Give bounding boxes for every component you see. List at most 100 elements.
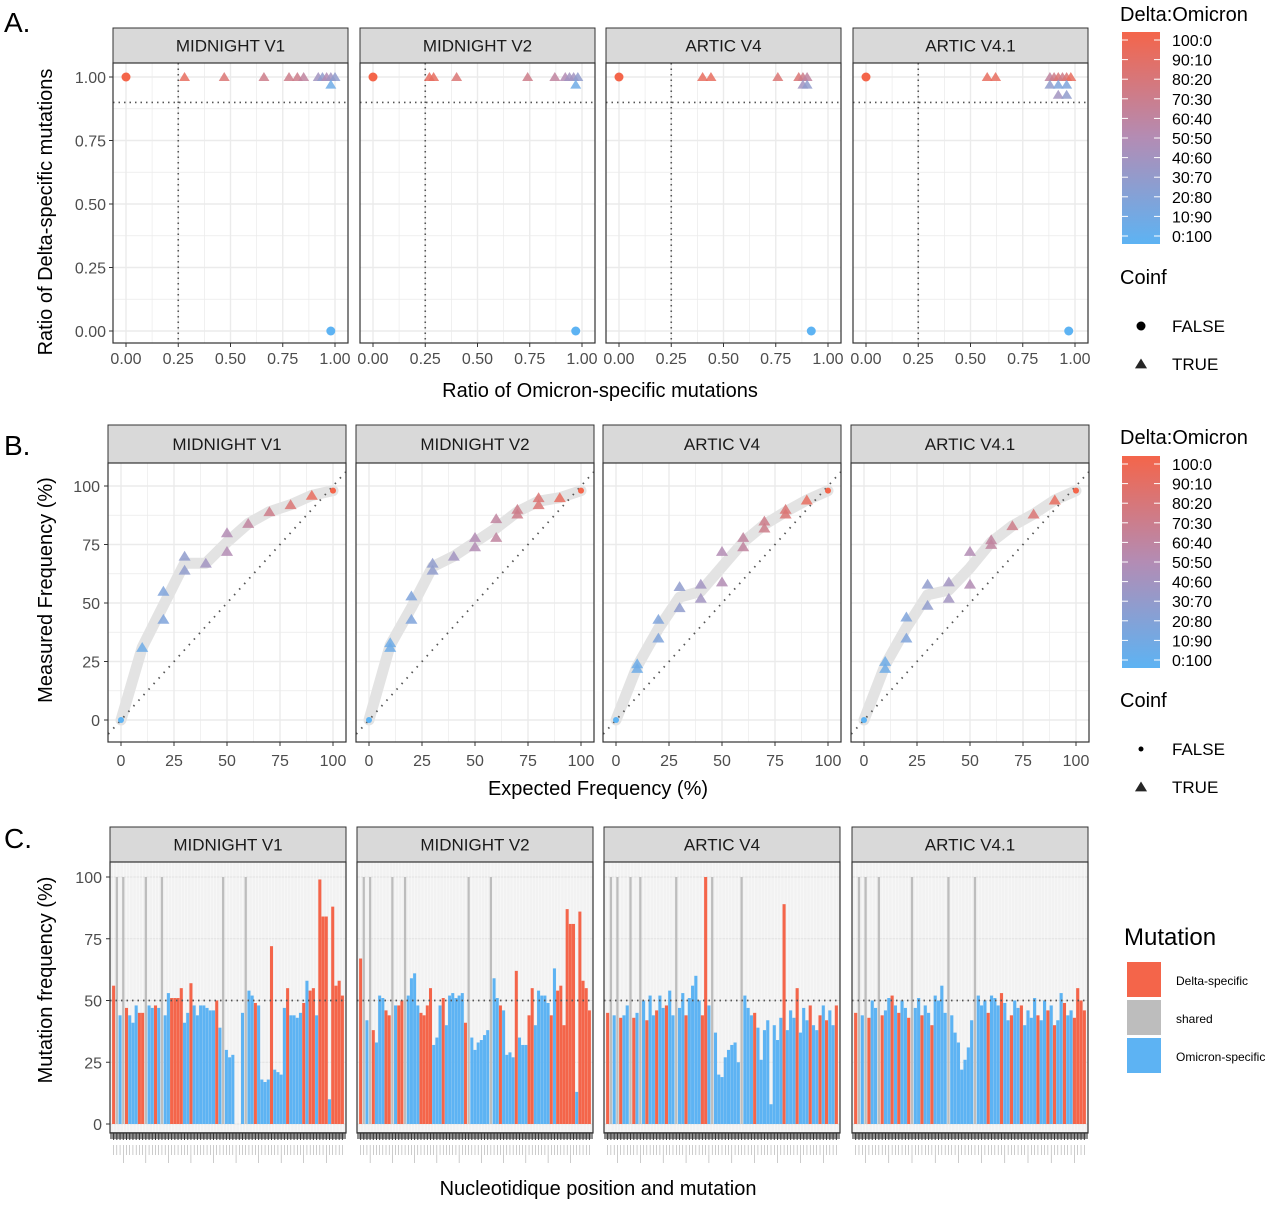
- y-tick-label: 0.00: [75, 324, 106, 341]
- colorbar-label: 50:50: [1172, 555, 1212, 572]
- data-point-triangle: [199, 557, 212, 568]
- data-point-triangle: [772, 72, 784, 81]
- bar: [533, 1025, 537, 1124]
- x-tick-label: 0: [365, 753, 374, 770]
- data-point-triangle: [705, 72, 717, 81]
- data-point-triangle: [921, 578, 934, 589]
- x-tick-label: 0: [860, 753, 869, 770]
- data-point-circle: [118, 717, 124, 723]
- bar: [707, 1005, 711, 1124]
- data-point-triangle: [220, 546, 234, 556]
- bar: [629, 877, 632, 1124]
- bar: [359, 958, 363, 1124]
- bar: [920, 1015, 924, 1124]
- bar: [324, 916, 328, 1124]
- bar: [581, 980, 585, 1124]
- bar: [762, 1030, 767, 1124]
- data-point-triangle: [157, 613, 170, 624]
- bar: [986, 1012, 990, 1124]
- x-tick-label: 0.25: [656, 351, 687, 368]
- legend-label-true: TRUE: [1172, 778, 1218, 797]
- bar: [457, 995, 461, 1124]
- data-point-triangle: [157, 585, 170, 596]
- x-tick-label: 0.50: [708, 351, 739, 368]
- facet-strip-label: ARTIC V4: [684, 435, 760, 454]
- x-tick-label: 50: [466, 753, 484, 770]
- bar: [713, 1032, 718, 1124]
- bar: [517, 1037, 522, 1124]
- bar: [910, 877, 914, 1124]
- bar: [365, 1020, 369, 1124]
- data-point-triangle: [1061, 79, 1073, 89]
- bar: [112, 985, 116, 1124]
- facet-panel: [355, 424, 595, 742]
- x-tick-label: 0: [117, 753, 126, 770]
- x-tick-label: 1.00: [1059, 351, 1090, 368]
- bar: [419, 1012, 423, 1124]
- bar: [785, 1030, 789, 1124]
- x-tick-band: [852, 1132, 1088, 1139]
- bar: [766, 1020, 770, 1124]
- y-tick-label: 1.00: [75, 70, 106, 87]
- x-tick-label: 0.50: [462, 351, 493, 368]
- bar: [1069, 1010, 1073, 1124]
- data-point-triangle: [451, 72, 463, 81]
- data-point-triangle: [329, 72, 341, 81]
- bar: [118, 1015, 122, 1124]
- data-point-triangle: [1061, 89, 1073, 99]
- bar: [549, 1015, 553, 1124]
- bar: [371, 1030, 375, 1124]
- bar: [460, 993, 464, 1124]
- bar: [530, 988, 534, 1124]
- data-point-triangle: [900, 632, 913, 643]
- data-point-triangle: [220, 527, 234, 538]
- data-point-triangle: [963, 578, 977, 589]
- data-point-triangle: [697, 72, 709, 81]
- bar: [381, 998, 385, 1124]
- bar: [897, 1012, 901, 1124]
- bar: [228, 1057, 232, 1124]
- bar: [298, 1012, 303, 1124]
- bar: [524, 1044, 528, 1124]
- x-tick-label: 50: [713, 753, 731, 770]
- data-point-triangle: [1048, 494, 1061, 505]
- bar: [828, 1010, 832, 1124]
- data-point-triangle: [758, 522, 771, 533]
- colorbar-label: 80:20: [1172, 72, 1212, 89]
- bar: [391, 877, 394, 1124]
- bar: [973, 877, 977, 1124]
- data-point-circle: [806, 326, 816, 336]
- bar: [936, 1000, 941, 1124]
- y-tick-label: 25: [82, 655, 100, 672]
- bar: [681, 993, 685, 1124]
- x-tick-label: 0.00: [357, 351, 388, 368]
- data-point-circle: [571, 326, 581, 336]
- facet-strip-label: ARTIC V4: [684, 836, 760, 855]
- bar: [374, 1042, 378, 1124]
- legend-label-mutation: shared: [1176, 1012, 1213, 1026]
- x-tick-label: 100: [1063, 753, 1090, 770]
- bar: [176, 998, 180, 1124]
- facet-strip-label: MIDNIGHT V2: [420, 435, 529, 454]
- x-tick-label: 50: [961, 753, 979, 770]
- colorbar-label: 10:90: [1172, 633, 1212, 650]
- data-point-circle: [861, 72, 871, 82]
- bar: [753, 1012, 757, 1124]
- legend-label-mutation: Omicron-specific: [1176, 1050, 1265, 1064]
- bar: [575, 1091, 579, 1124]
- facet-strip: [851, 826, 1089, 863]
- x-tick-label: 0.75: [1007, 351, 1038, 368]
- bar: [253, 1002, 257, 1124]
- bar: [956, 1042, 960, 1124]
- bar: [208, 1010, 212, 1124]
- x-tick-label: 50: [218, 753, 236, 770]
- bar: [394, 1005, 398, 1124]
- data-point-triangle: [715, 576, 729, 587]
- bar: [192, 1005, 196, 1124]
- bar: [369, 877, 372, 1124]
- data-point-circle: [1064, 326, 1074, 336]
- bar: [157, 1007, 161, 1124]
- bar: [759, 1059, 763, 1124]
- bar: [890, 995, 894, 1124]
- bar: [305, 980, 309, 1124]
